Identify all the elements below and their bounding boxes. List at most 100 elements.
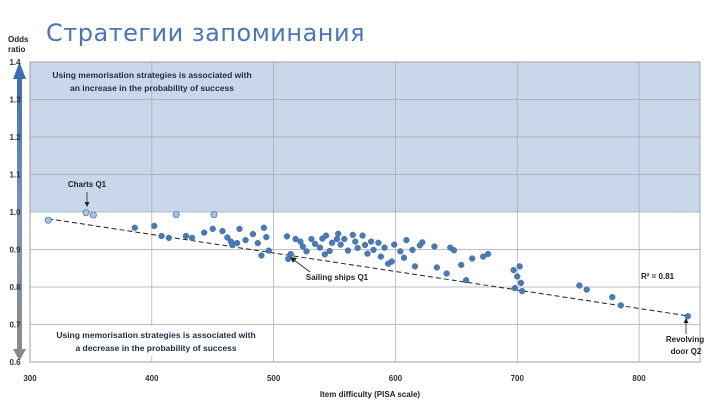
data-point <box>400 254 408 261</box>
y-tick-labels: 0.6 0.7 0.8 0.9 1.0 1.1 1.2 1.3 1.4 <box>9 58 21 367</box>
data-point <box>469 255 476 262</box>
data-point <box>322 232 330 239</box>
lower-band-text-line2: a decrease in the probability of success <box>75 343 236 353</box>
data-points <box>44 209 691 320</box>
data-point <box>576 282 583 289</box>
data-point <box>260 224 268 231</box>
data-point <box>361 241 369 249</box>
data-point <box>516 263 523 270</box>
annotation-revolving-door-arrowhead <box>683 318 689 323</box>
upper-band-text-line1: Using memorisation strategies is associa… <box>52 70 251 80</box>
data-point <box>209 225 216 233</box>
annotation-sailing-ships-q1: Sailing ships Q1 <box>306 273 369 282</box>
arrow-up-head <box>13 62 26 79</box>
odds-ratio-arrow <box>13 62 26 361</box>
y-axis-label-line2: ratio <box>8 45 25 54</box>
y-tick-label: 0.8 <box>9 283 21 292</box>
data-point <box>337 241 344 248</box>
y-tick-label: 1.3 <box>9 96 21 105</box>
data-point <box>364 250 371 257</box>
x-tick-label: 300 <box>23 374 37 383</box>
data-point <box>283 233 291 240</box>
annotation-charts-q1-arrowhead <box>84 202 90 207</box>
data-point <box>433 264 441 271</box>
data-point <box>359 232 366 239</box>
plot-frame <box>29 61 701 363</box>
data-point <box>388 258 395 265</box>
arrow-down-head <box>13 349 26 361</box>
data-point-highlight <box>210 211 218 219</box>
data-point <box>233 239 241 247</box>
data-point <box>224 234 231 241</box>
data-point <box>131 224 138 231</box>
y-tick-label: 0.7 <box>9 321 21 330</box>
trendline <box>48 218 688 317</box>
data-point <box>303 248 310 255</box>
data-point <box>242 236 249 244</box>
arrow-shaft <box>17 78 22 350</box>
y-tick-label: 1.2 <box>9 133 21 142</box>
data-point <box>462 277 470 284</box>
data-point <box>182 232 190 240</box>
data-point <box>265 247 272 254</box>
data-point <box>514 273 521 280</box>
data-point <box>158 232 165 240</box>
data-point <box>254 239 261 247</box>
x-tick-label: 500 <box>267 374 281 383</box>
y-tick-label: 1.1 <box>9 171 21 180</box>
y-axis-label-line1: Odds <box>8 35 29 44</box>
data-point <box>511 284 518 292</box>
data-point <box>349 231 356 239</box>
data-point <box>236 225 243 233</box>
slide-title: Стратегии запоминания <box>46 19 366 47</box>
data-point <box>151 222 158 230</box>
data-point <box>397 248 404 255</box>
data-point <box>188 234 196 242</box>
annotation-revolving-door-line1: Revolving <box>666 335 704 344</box>
data-point <box>510 266 517 274</box>
data-point-highlight <box>82 209 90 217</box>
y-tick-label: 1.0 <box>9 208 21 217</box>
data-point <box>165 234 173 242</box>
lower-band-text-line1: Using memorisation strategies is associa… <box>56 330 255 340</box>
data-point <box>333 235 341 243</box>
y-tick-label: 1.4 <box>9 58 21 67</box>
data-point <box>321 251 328 258</box>
data-point <box>411 263 419 270</box>
data-point <box>287 250 294 258</box>
data-point <box>375 239 382 246</box>
x-tick-label: 700 <box>511 374 525 383</box>
x-tick-label: 800 <box>632 374 646 383</box>
data-point <box>352 238 359 245</box>
data-point <box>292 235 299 243</box>
data-point-highlight <box>89 211 97 219</box>
y-tick-label: 0.9 <box>9 246 21 255</box>
data-point <box>583 286 590 293</box>
data-point <box>419 239 426 246</box>
data-point <box>450 247 458 254</box>
data-point <box>458 261 465 269</box>
data-point <box>617 302 624 309</box>
data-point <box>391 241 398 248</box>
data-point <box>517 279 525 287</box>
data-point-highlight <box>44 216 52 224</box>
data-point <box>201 229 208 236</box>
data-point <box>263 233 270 241</box>
data-point <box>377 253 384 260</box>
data-point <box>431 243 438 250</box>
annotations: Charts Q1 Sailing ships Q1 Revolving doo… <box>68 180 704 356</box>
data-point <box>249 230 257 238</box>
data-point <box>409 246 416 254</box>
data-point <box>484 250 492 258</box>
data-point <box>311 240 319 248</box>
x-axis-label: Item difficulty (PISA scale) <box>320 390 421 399</box>
data-point <box>328 239 336 246</box>
data-point <box>367 238 375 245</box>
y-tick-label: 0.6 <box>9 358 21 367</box>
annotation-sailing-ships-q1-arrowhead <box>290 257 297 263</box>
data-point <box>344 247 352 254</box>
data-point <box>219 227 226 235</box>
data-point <box>326 247 333 255</box>
data-point <box>443 270 450 277</box>
